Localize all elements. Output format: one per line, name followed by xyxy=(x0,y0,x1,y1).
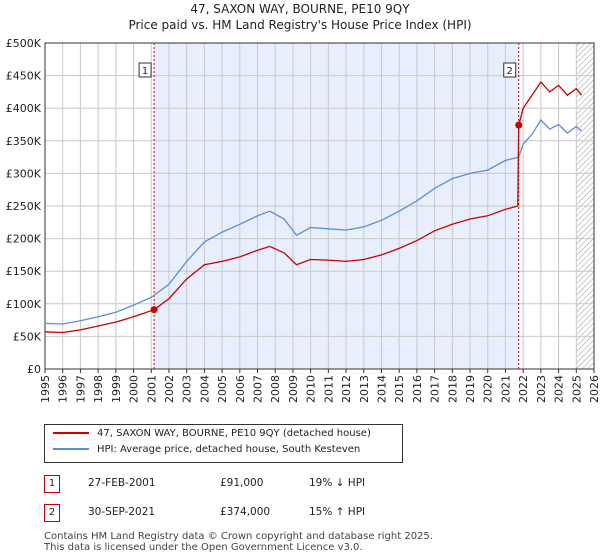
annotation-box xyxy=(138,62,152,78)
x-tick-label: 2017 xyxy=(429,375,442,403)
x-tick-label: 2000 xyxy=(128,375,141,403)
sale-date: 30-SEP-2021 xyxy=(88,506,156,518)
plot-frame xyxy=(44,42,595,370)
x-tick-label: 2019 xyxy=(464,375,477,403)
x-tick-label: 2010 xyxy=(305,375,318,403)
y-tick-label: £250K xyxy=(6,200,42,213)
footer-line: Contains HM Land Registry data © Crown c… xyxy=(44,531,433,542)
x-tick-label: 2023 xyxy=(535,375,548,403)
legend-item-property: 47, SAXON WAY, BOURNE, PE10 9QY (detache… xyxy=(53,428,371,444)
y-tick-label: £400K xyxy=(6,102,42,115)
sale-point xyxy=(515,121,523,129)
sale-price: £91,000 xyxy=(220,477,264,489)
chart-legend: 47, SAXON WAY, BOURNE, PE10 9QY (detache… xyxy=(44,424,403,463)
legend-label-property: 47, SAXON WAY, BOURNE, PE10 9QY (detache… xyxy=(97,428,371,439)
x-tick-label: 2006 xyxy=(234,375,247,403)
x-tick-label: 2003 xyxy=(181,375,194,403)
chart-title: 47, SAXON WAY, BOURNE, PE10 9QY xyxy=(190,2,410,16)
x-tick-label: 2013 xyxy=(358,375,371,403)
y-tick-label: £200K xyxy=(6,233,42,246)
sale-number-badge: 2 xyxy=(44,504,60,522)
x-tick-label: 2012 xyxy=(340,375,353,403)
x-tick-label: 1995 xyxy=(39,375,52,403)
x-tick-label: 2026 xyxy=(588,375,600,403)
legend-label-hpi: HPI: Average price, detached house, Sout… xyxy=(97,444,361,455)
y-tick-label: £0 xyxy=(27,363,41,376)
x-tick-label: 2009 xyxy=(287,375,300,403)
x-tick-label: 2007 xyxy=(252,375,265,403)
x-tick-label: 2015 xyxy=(393,375,406,403)
annotation-label: 2 xyxy=(507,66,513,77)
x-tick-label: 2025 xyxy=(570,375,583,403)
y-tick-label: £500K xyxy=(6,37,42,50)
sale-point xyxy=(150,306,158,314)
x-tick-label: 2024 xyxy=(553,375,566,403)
x-tick-label: 2004 xyxy=(198,375,211,403)
price-chart: £0 £50K £100K £150K £200K £250K £300K £350K £400… xyxy=(6,37,600,403)
x-tick-label: 2008 xyxy=(269,375,282,403)
x-tick-label: 2014 xyxy=(375,375,388,403)
y-tick-label: £50K xyxy=(13,330,42,343)
x-tick-label: 1999 xyxy=(110,375,123,403)
sale-hpi-change: 19% ↓ HPI xyxy=(309,477,366,489)
sale-date: 27-FEB-2001 xyxy=(88,477,156,489)
y-tick-label: £350K xyxy=(6,135,42,148)
legend-swatch-hpi xyxy=(53,448,89,450)
sale-price: £374,000 xyxy=(220,506,271,518)
x-tick-label: 2016 xyxy=(411,375,424,403)
y-tick-label: £100K xyxy=(6,298,42,311)
x-tick-label: 2020 xyxy=(482,375,495,403)
footer-attribution: Contains HM Land Registry data © Crown c… xyxy=(44,531,433,553)
x-tick-label: 2002 xyxy=(163,375,176,403)
annotation-box xyxy=(503,62,517,78)
chart-subtitle: Price paid vs. HM Land Registry's House … xyxy=(128,18,472,32)
x-tick-label: 1996 xyxy=(57,375,70,403)
x-tick-label: 1997 xyxy=(74,375,87,403)
y-tick-label: £300K xyxy=(6,167,42,180)
x-tick-label: 2021 xyxy=(499,375,512,403)
hpi-series-line xyxy=(44,118,583,325)
x-tick-label: 2011 xyxy=(322,375,335,403)
sale-hpi-change: 15% ↑ HPI xyxy=(309,506,366,518)
x-tick-label: 2001 xyxy=(145,375,158,403)
y-tick-label: £450K xyxy=(6,70,42,83)
footer-line: This data is licensed under the Open Gov… xyxy=(44,542,363,553)
x-tick-label: 2018 xyxy=(446,375,459,403)
x-tick-label: 2005 xyxy=(216,375,229,403)
annotation-label: 1 xyxy=(142,66,148,77)
legend-swatch-property xyxy=(53,432,89,434)
sale-number-badge: 1 xyxy=(44,475,60,493)
y-tick-label: £150K xyxy=(6,265,42,278)
legend-item-hpi: HPI: Average price, detached house, Sout… xyxy=(53,444,360,460)
x-tick-label: 1998 xyxy=(92,375,105,403)
x-tick-label: 2022 xyxy=(517,375,530,403)
